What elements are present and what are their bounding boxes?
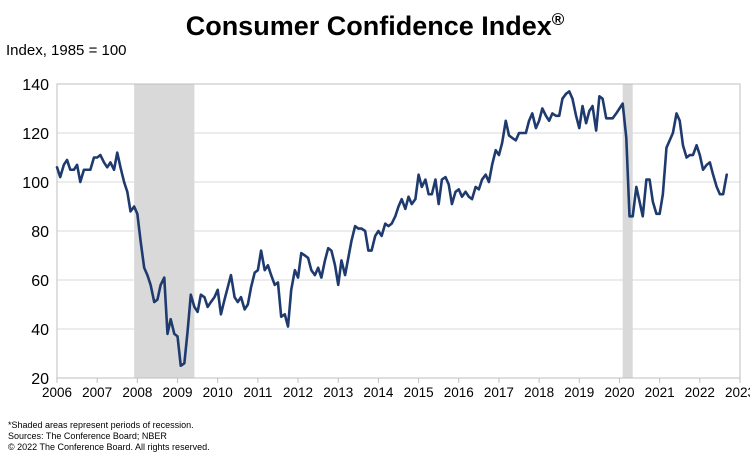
x-tick-label-2016: 2016 xyxy=(444,385,474,400)
x-tick-label-2007: 2007 xyxy=(82,385,112,400)
y-axis-label: Index, 1985 = 100 xyxy=(6,42,127,59)
y-tick-label-140: 140 xyxy=(22,77,49,94)
x-tick-label-2010: 2010 xyxy=(203,385,233,400)
x-tick-label-2015: 2015 xyxy=(404,385,434,400)
registered-mark: ® xyxy=(551,10,565,29)
footnote-recession: *Shaded areas represent periods of reces… xyxy=(8,420,194,430)
x-tick-label-2009: 2009 xyxy=(163,385,193,400)
x-tick-label-2011: 2011 xyxy=(243,385,272,400)
x-tick-label-2020: 2020 xyxy=(604,385,634,400)
x-tick-label-2019: 2019 xyxy=(564,385,594,400)
footnote-copyright: © 2022 The Conference Board. All rights … xyxy=(8,442,210,452)
x-tick-label-2014: 2014 xyxy=(363,385,394,400)
x-tick-label-2022: 2022 xyxy=(685,385,715,400)
y-tick-label-100: 100 xyxy=(22,175,49,192)
x-tick-label-2018: 2018 xyxy=(524,385,554,400)
x-tick-label-2012: 2012 xyxy=(283,385,313,400)
footnote-sources: Sources: The Conference Board; NBER xyxy=(8,431,167,441)
x-tick-label-2006: 2006 xyxy=(42,385,72,400)
y-tick-label-40: 40 xyxy=(31,322,49,339)
x-tick-label-2008: 2008 xyxy=(122,385,152,400)
x-tick-label-2023: 2023 xyxy=(725,385,750,400)
chart-title: Consumer Confidence Index® xyxy=(185,10,565,41)
x-tick-label-2013: 2013 xyxy=(323,385,353,400)
y-tick-label-20: 20 xyxy=(31,371,49,388)
y-tick-label-120: 120 xyxy=(22,126,49,143)
footnotes: *Shaded areas represent periods of reces… xyxy=(8,420,210,453)
y-tick-label-60: 60 xyxy=(31,273,49,290)
x-tick-label-2021: 2021 xyxy=(645,385,675,400)
plot-frame xyxy=(56,83,741,379)
y-tick-label-80: 80 xyxy=(31,224,49,241)
series-line-0 xyxy=(55,90,729,368)
x-tick-label-2017: 2017 xyxy=(484,385,514,400)
